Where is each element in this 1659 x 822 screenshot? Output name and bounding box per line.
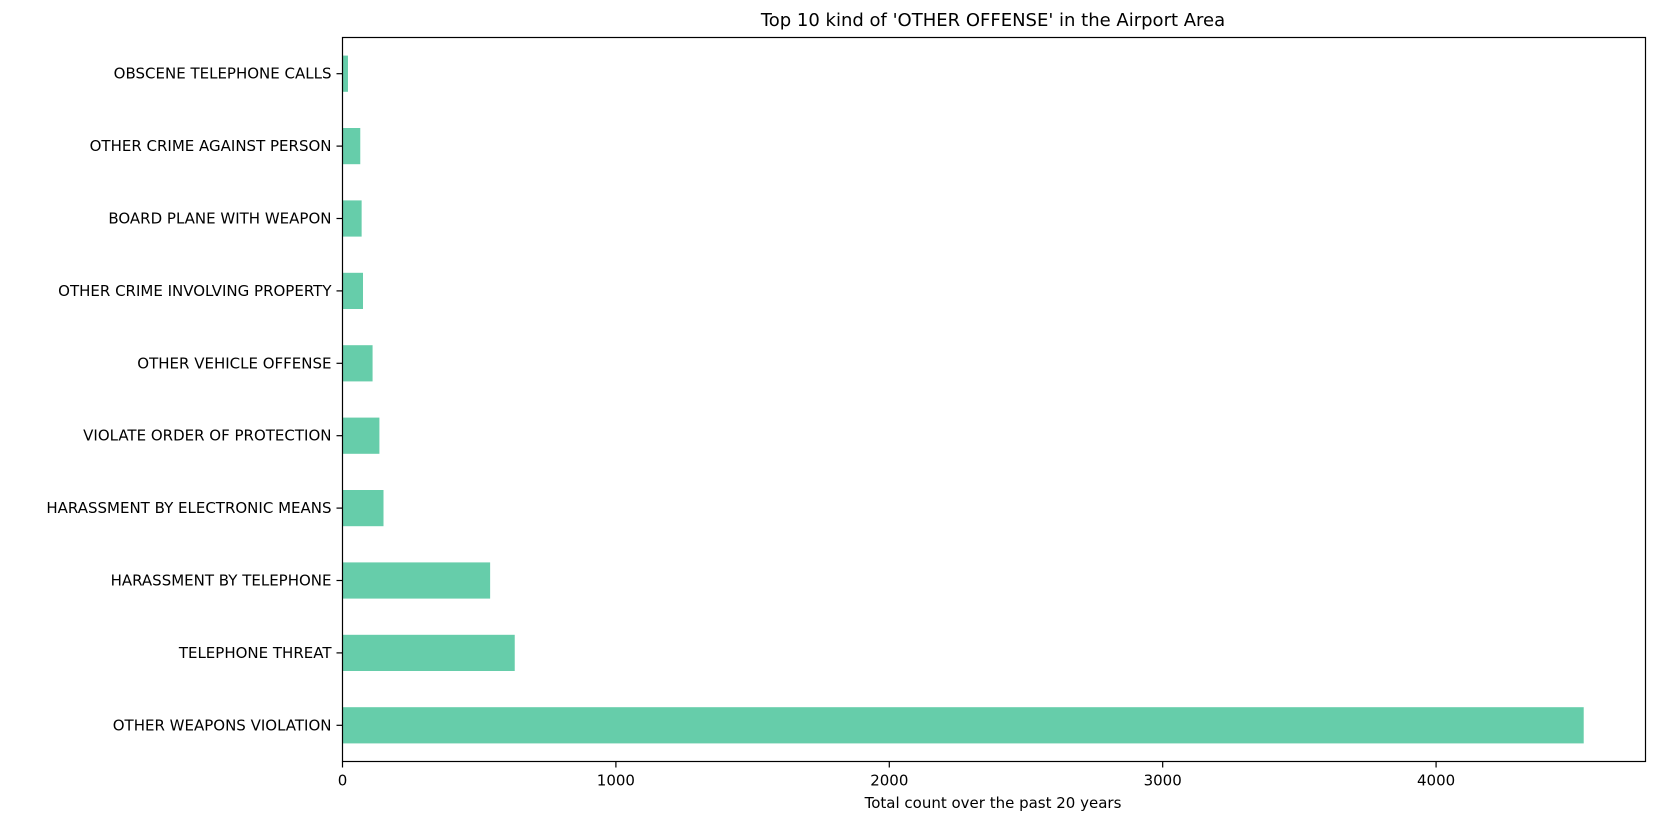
x-axis-label: Total count over the past 20 years xyxy=(864,794,1122,812)
x-tick-label: 1000 xyxy=(597,772,635,790)
bar-other-crime-involving-property xyxy=(342,272,364,309)
x-tick-label: 3000 xyxy=(1144,772,1182,790)
y-tick-label: OBSCENE TELEPHONE CALLS xyxy=(114,65,332,83)
bar-other-weapons-violation xyxy=(342,707,1584,744)
chart-title: Top 10 kind of 'OTHER OFFENSE' in the Ai… xyxy=(760,10,1225,31)
bar-harassment-by-electronic-means xyxy=(342,490,384,527)
bar-harassment-by-telephone xyxy=(342,562,491,599)
y-tick-label: BOARD PLANE WITH WEAPON xyxy=(108,210,331,228)
bar-board-plane-with-weapon xyxy=(342,200,362,237)
x-tick-label: 4000 xyxy=(1417,772,1455,790)
y-tick-label: OTHER WEAPONS VIOLATION xyxy=(113,716,332,734)
y-tick-label: OTHER VEHICLE OFFENSE xyxy=(137,354,331,372)
y-tick-label: VIOLATE ORDER OF PROTECTION xyxy=(83,427,331,445)
y-tick-label: TELEPHONE THREAT xyxy=(178,644,333,662)
x-axis-ticks: 0 1000 2000 3000 4000 xyxy=(338,761,1455,790)
plot-frame xyxy=(341,36,1647,763)
bars-group xyxy=(342,55,1584,744)
y-axis-ticks: OBSCENE TELEPHONE CALLS OTHER CRIME AGAIN… xyxy=(46,65,343,734)
bar-other-crime-against-person xyxy=(342,128,361,165)
bar-violate-order-of-protection xyxy=(342,417,380,454)
y-tick-label: HARASSMENT BY ELECTRONIC MEANS xyxy=(46,499,331,517)
y-tick-label: HARASSMENT BY TELEPHONE xyxy=(111,572,332,590)
x-tick-label: 2000 xyxy=(870,772,908,790)
y-tick-label: OTHER CRIME AGAINST PERSON xyxy=(90,137,332,155)
bar-obscene-telephone-calls xyxy=(342,55,348,92)
y-tick-label: OTHER CRIME INVOLVING PROPERTY xyxy=(58,282,332,300)
bar-telephone-threat xyxy=(342,634,515,671)
bar-other-vehicle-offense xyxy=(342,345,373,382)
x-tick-label: 0 xyxy=(338,772,348,790)
